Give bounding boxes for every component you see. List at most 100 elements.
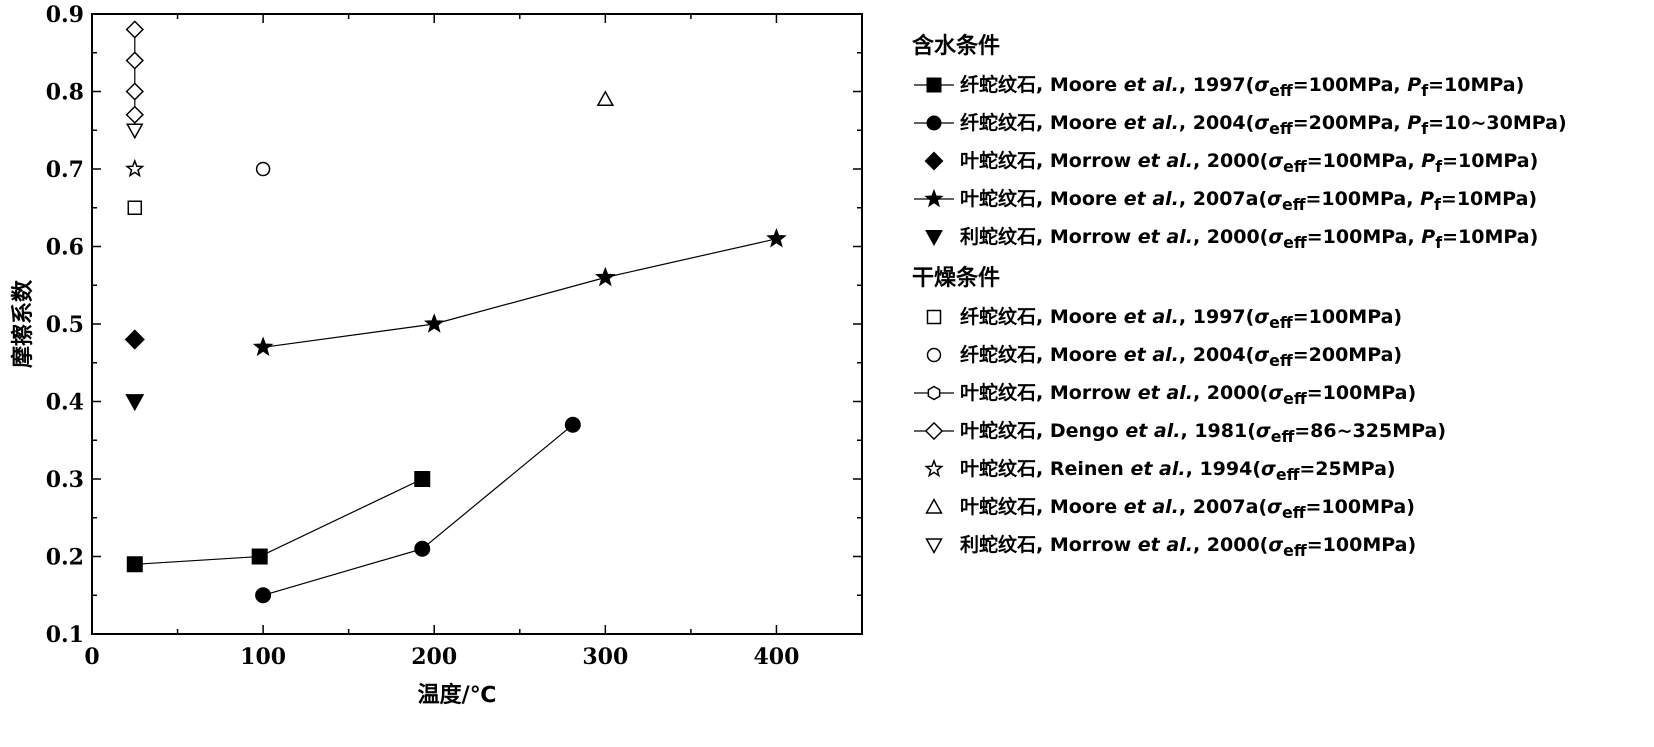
legend-pf: P xyxy=(1421,150,1436,173)
legend-condition: =100MPa) xyxy=(1292,306,1403,329)
data-point xyxy=(125,105,144,124)
legend-item: 纤蛇纹石, Moore et al., 2004(σeff=200MPa, Pf… xyxy=(912,104,1652,142)
x-tick-label: 300 xyxy=(582,644,628,670)
legend-marker xyxy=(924,151,944,171)
legend-group-heading: 干燥条件 xyxy=(912,266,1001,291)
legend-pf-value: =10MPa) xyxy=(1442,226,1539,249)
legend-sigma: σ xyxy=(1254,306,1270,329)
legend-item: 叶蛇纹石, Moore et al., 2007a(σeff=100MPa) xyxy=(912,488,1652,526)
legend-group: 干燥条件纤蛇纹石, Moore et al., 1997(σeff=100MPa… xyxy=(912,260,1652,564)
data-point xyxy=(766,227,787,248)
legend-author: Dengo xyxy=(1049,420,1119,443)
legend-sigma-sub: eff xyxy=(1283,388,1307,408)
data-point xyxy=(124,329,145,350)
legend-symbol-icon xyxy=(925,538,943,555)
legend-mineral: 叶蛇纹石 xyxy=(960,458,1037,481)
y-tick-label: 0.2 xyxy=(46,545,84,571)
y-tick-label: 0.4 xyxy=(46,390,84,416)
legend-label: 叶蛇纹石, Moore et al., 2007a(σeff=100MPa, P… xyxy=(960,188,1538,214)
legend-marker xyxy=(924,458,944,478)
series-wet-2 xyxy=(124,329,145,350)
legend-author: Reinen xyxy=(1049,458,1124,481)
legend-pf-sub: f xyxy=(1421,118,1429,138)
legend-label: 利蛇纹石, Morrow et al., 2000(σeff=100MPa) xyxy=(960,534,1417,560)
legend-pf-value: =10MPa) xyxy=(1442,150,1539,173)
x-tick-label: 400 xyxy=(753,644,799,670)
series-line xyxy=(134,478,423,565)
legend-label: 叶蛇纹石, Morrow et al., 2000(σeff=100MPa, P… xyxy=(960,150,1539,176)
y-axis-title: 摩擦系数 xyxy=(10,279,36,368)
legend-label: 纤蛇纹石, Moore et al., 1997(σeff=100MPa, Pf… xyxy=(960,74,1525,100)
legend-pf: P xyxy=(1421,226,1436,249)
legend-year: 2000 xyxy=(1206,226,1260,249)
legend-sigma-sub: eff xyxy=(1270,426,1295,446)
legend-pf-value: =10MPa) xyxy=(1440,188,1538,211)
legend-item: 纤蛇纹石, Moore et al., 2004(σeff=200MPa) xyxy=(912,336,1652,374)
legend-sigma-sub: eff xyxy=(1281,194,1306,214)
legend-etal: et al. xyxy=(1123,74,1179,97)
legend-sigma-sub: eff xyxy=(1283,232,1307,252)
legend-condition: =100MPa, xyxy=(1306,150,1422,173)
data-point xyxy=(595,266,616,287)
data-point xyxy=(127,200,143,215)
legend-marker xyxy=(924,188,944,208)
legend-etal: et al. xyxy=(1125,420,1181,443)
legend-year: 1994 xyxy=(1199,458,1253,481)
chart-legend: 含水条件 纤蛇纹石, Moore et al., 1997(σeff=100MPa… xyxy=(912,28,1652,564)
legend-mineral: 叶蛇纹石 xyxy=(960,496,1037,519)
legend-year: 2004 xyxy=(1192,344,1246,367)
data-point xyxy=(596,90,615,106)
legend-item: 利蛇纹石, Morrow et al., 2000(σeff=100MPa, P… xyxy=(912,218,1652,256)
legend-symbol-icon xyxy=(914,421,954,441)
legend-mineral: 叶蛇纹石 xyxy=(960,382,1037,405)
legend-sigma: σ xyxy=(1268,534,1284,557)
legend-pf: P xyxy=(1420,188,1435,211)
legend-label: 叶蛇纹石, Dengo et al., 1981(σeff=86~325MPa) xyxy=(960,420,1447,446)
legend-author: Moore xyxy=(1049,112,1118,135)
legend-condition: =100MPa, xyxy=(1306,226,1422,249)
legend-year: 2004 xyxy=(1192,112,1246,135)
legend-marker xyxy=(925,230,943,247)
data-point xyxy=(255,587,272,604)
legend-etal: et al. xyxy=(1123,306,1179,329)
data-point xyxy=(251,548,268,565)
legend-marker xyxy=(925,497,943,514)
legend-marker xyxy=(926,309,942,325)
legend-symbol-icon xyxy=(926,309,942,325)
legend-item: 纤蛇纹石, Moore et al., 1997(σeff=100MPa) xyxy=(912,298,1652,336)
legend-etal: et al. xyxy=(1137,382,1193,405)
y-tick-label: 0.1 xyxy=(46,622,84,648)
legend-item: 叶蛇纹石, Dengo et al., 1981(σeff=86~325MPa) xyxy=(912,412,1652,450)
legend-marker xyxy=(925,538,943,555)
friction-chart: 0 100 200 300 400 0.1 0.2 0.3 0.4 0.5 0.6 0.7 0.8 0.9… xyxy=(10,2,863,708)
legend-sigma: σ xyxy=(1268,382,1284,405)
legend-sigma: σ xyxy=(1254,112,1270,135)
legend-item: 纤蛇纹石, Moore et al., 1997(σeff=100MPa, Pf… xyxy=(912,66,1652,104)
legend-author: Moore xyxy=(1049,188,1118,211)
legend-label: 叶蛇纹石, Moore et al., 2007a(σeff=100MPa) xyxy=(960,496,1415,522)
data-point xyxy=(414,471,431,487)
legend-item: 利蛇纹石, Morrow et al., 2000(σeff=100MPa) xyxy=(912,526,1652,564)
legend-symbol-icon xyxy=(924,151,944,171)
legend-year: 1981 xyxy=(1194,420,1248,443)
legend-label: 叶蛇纹石, Reinen et al., 1994(σeff=25MPa) xyxy=(960,458,1396,484)
legend-condition: =86~325MPa) xyxy=(1294,420,1447,443)
legend-sigma-sub: eff xyxy=(1283,156,1307,176)
legend-item: 叶蛇纹石, Moore et al., 2007a(σeff=100MPa, P… xyxy=(912,180,1652,218)
legend-sigma-sub: eff xyxy=(1281,502,1306,522)
y-tick-label: 0.3 xyxy=(46,467,84,493)
legend-pf-sub: f xyxy=(1435,232,1443,252)
x-tick-label: 100 xyxy=(240,644,286,670)
legend-pf: P xyxy=(1407,112,1422,135)
legend-condition: =25MPa) xyxy=(1299,458,1396,481)
legend-sigma-sub: eff xyxy=(1269,80,1293,100)
legend-item: 叶蛇纹石, Morrow et al., 2000(σeff=100MPa) xyxy=(912,374,1652,412)
legend-marker xyxy=(926,115,942,131)
legend-sigma-sub: eff xyxy=(1269,350,1293,370)
legend-mineral: 纤蛇纹石 xyxy=(960,112,1037,135)
legend-marker xyxy=(924,421,944,441)
legend-label: 纤蛇纹石, Moore et al., 2004(σeff=200MPa) xyxy=(960,344,1403,370)
legend-label: 纤蛇纹石, Moore et al., 1997(σeff=100MPa) xyxy=(960,306,1403,332)
legend-condition: =100MPa) xyxy=(1305,496,1415,519)
legend-symbol-icon xyxy=(914,188,954,208)
